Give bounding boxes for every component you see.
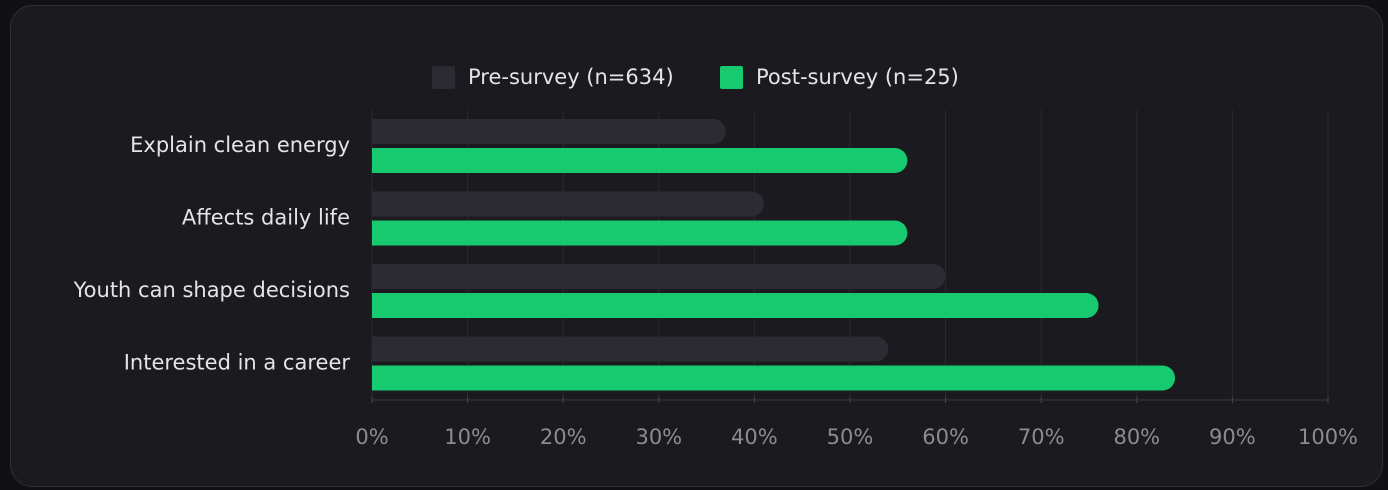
legend-swatch <box>720 66 743 89</box>
bar <box>372 336 889 362</box>
bar <box>372 148 908 173</box>
category-label: Interested in a career <box>124 351 351 375</box>
legend-label: Pre-survey (n=634) <box>468 65 674 89</box>
x-tick-label: 30% <box>635 425 682 449</box>
x-tick-label: 40% <box>731 425 778 449</box>
x-tick-label: 80% <box>1113 425 1160 449</box>
category-label: Youth can shape decisions <box>73 278 350 302</box>
card <box>10 5 1383 487</box>
bar <box>372 119 726 144</box>
legend-label: Post-survey (n=25) <box>756 65 959 89</box>
x-tick-label: 50% <box>827 425 874 449</box>
x-tick-label: 90% <box>1209 425 1256 449</box>
legend-swatch <box>432 66 455 89</box>
bar <box>372 365 1176 391</box>
bar <box>372 293 1099 318</box>
x-tick-label: 100% <box>1298 425 1358 449</box>
category-label: Explain clean energy <box>130 133 350 157</box>
category-label: Affects daily life <box>182 206 350 230</box>
x-tick-label: 20% <box>540 425 587 449</box>
x-tick-label: 0% <box>355 425 388 449</box>
bar <box>372 264 946 289</box>
x-tick-label: 70% <box>1018 425 1065 449</box>
bar <box>372 220 908 246</box>
x-tick-label: 60% <box>922 425 969 449</box>
x-tick-label: 10% <box>444 425 491 449</box>
bar <box>372 191 764 217</box>
